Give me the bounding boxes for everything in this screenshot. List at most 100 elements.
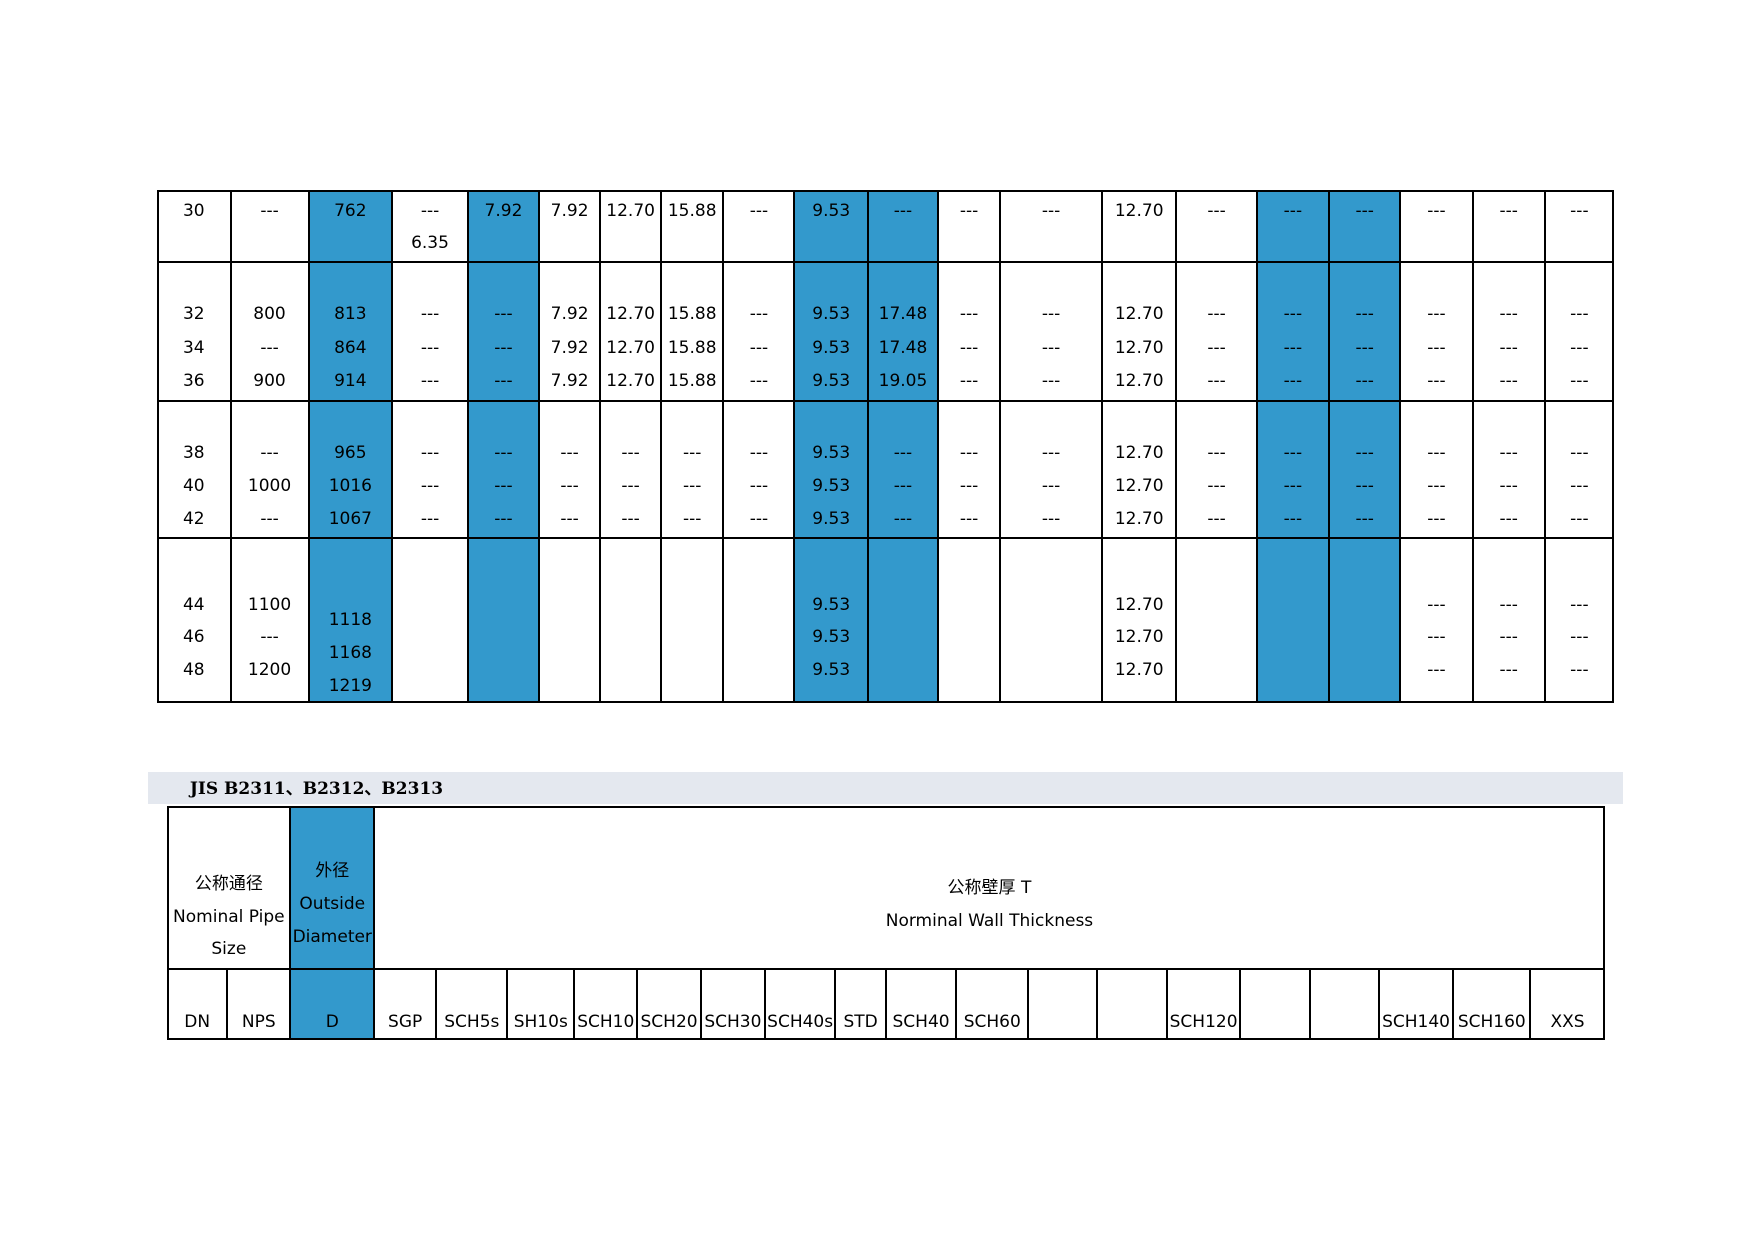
cell-text: --- (560, 443, 579, 464)
table-cell (938, 401, 1001, 538)
table-cell (938, 189, 1001, 263)
table-cell (1329, 401, 1401, 538)
header-cell (700, 968, 766, 1040)
header-text: 公称壁厚 T (947, 878, 1032, 899)
table-cell (1256, 401, 1330, 538)
cell-text: --- (1427, 370, 1446, 391)
table-cell (1472, 189, 1545, 263)
cell-text: --- (1355, 508, 1374, 529)
cell-text: --- (749, 370, 769, 391)
cell-text: 965 (334, 443, 367, 464)
cell-text: 7.92 (550, 304, 589, 325)
table-cell (794, 262, 868, 402)
column-label: SCH40 (892, 1011, 950, 1032)
cell-text: --- (1041, 304, 1061, 325)
cell-text: 19.05 (878, 370, 928, 391)
cell-text: --- (1499, 475, 1518, 496)
column-label: STD (843, 1011, 878, 1032)
cell-text: --- (1207, 508, 1226, 529)
column-label: SGP (388, 1011, 423, 1032)
cell-text: 12.70 (1114, 338, 1164, 359)
header-text: Nominal Pipe (173, 906, 285, 927)
cell-text: --- (420, 475, 440, 496)
header-cell (1530, 968, 1605, 1040)
table-cell (1400, 189, 1473, 263)
table-cell (1101, 401, 1177, 538)
table-cell (867, 401, 939, 538)
cell-text: --- (420, 304, 440, 325)
column-label: SCH60 (963, 1011, 1021, 1032)
cell-text: --- (1207, 304, 1226, 325)
cell-text: 12.70 (1114, 508, 1164, 529)
cell-text: --- (420, 508, 440, 529)
column-label: SCH30 (704, 1011, 762, 1032)
cell-text: 7.92 (484, 201, 523, 222)
cell-text: 7.92 (550, 338, 589, 359)
table-cell (467, 262, 540, 402)
cell-text: 38 (182, 443, 205, 464)
header-cell (886, 968, 957, 1040)
cell-text: 15.88 (667, 201, 717, 222)
table-cell (1329, 262, 1401, 402)
cell-text: --- (260, 508, 279, 529)
cell-text: --- (1283, 508, 1303, 529)
cell-text: 864 (334, 338, 367, 359)
header-text: Diameter (292, 926, 372, 947)
cell-text: --- (1570, 201, 1589, 222)
cell-text: 17.48 (878, 338, 928, 359)
cell-text: --- (494, 370, 513, 391)
table-cell (1176, 537, 1257, 703)
cell-text: --- (494, 443, 513, 464)
cell-text: 1168 (328, 643, 372, 664)
table-cell (600, 401, 662, 538)
cell-text: --- (1499, 443, 1518, 464)
cell-text: --- (893, 475, 913, 496)
table-cell (230, 537, 309, 703)
table-cell (723, 401, 795, 538)
cell-text: --- (1283, 338, 1303, 359)
table-cell (794, 401, 868, 538)
table-cell (230, 401, 309, 538)
column-label: SH10s (513, 1011, 568, 1032)
column-label: NPS (241, 1011, 276, 1032)
cell-text: --- (893, 443, 913, 464)
cell-text: 1016 (328, 475, 372, 496)
cell-text: 12.70 (1114, 370, 1164, 391)
cell-text: --- (749, 508, 769, 529)
table-cell (539, 262, 601, 402)
cell-text: --- (1427, 594, 1446, 615)
header-text: Outside (299, 894, 366, 915)
cell-text: --- (1499, 508, 1518, 529)
cell-text: --- (1570, 475, 1589, 496)
table-cell (1329, 537, 1401, 703)
header-cell (374, 805, 1605, 969)
cell-text: 30 (182, 201, 205, 222)
cell-text: --- (1570, 627, 1589, 648)
cell-text: 9.53 (812, 508, 851, 529)
table-cell (1400, 401, 1473, 538)
table-border (157, 189, 1614, 703)
cell-text: --- (1499, 370, 1518, 391)
cell-text: 914 (334, 370, 367, 391)
cell-text: 1067 (328, 508, 372, 529)
cell-text: --- (1283, 201, 1303, 222)
cell-text: --- (1283, 475, 1303, 496)
table-cell (392, 537, 468, 703)
header-cell (574, 968, 638, 1040)
cell-text: 40 (182, 475, 205, 496)
cell-text: --- (959, 443, 979, 464)
cell-text: --- (1207, 475, 1226, 496)
cell-text: --- (1570, 660, 1589, 681)
cell-text: --- (959, 304, 979, 325)
cell-text: --- (494, 508, 513, 529)
cell-text: --- (1041, 475, 1061, 496)
table-cell (1000, 262, 1102, 402)
cell-text: --- (1570, 370, 1589, 391)
cell-text: 12.70 (606, 370, 655, 391)
table-cell (1472, 537, 1545, 703)
table-cell (794, 537, 868, 703)
cell-text: 9.53 (812, 201, 851, 222)
column-label: SCH20 (640, 1011, 698, 1032)
table-cell (1176, 262, 1257, 402)
cell-text: --- (260, 443, 279, 464)
